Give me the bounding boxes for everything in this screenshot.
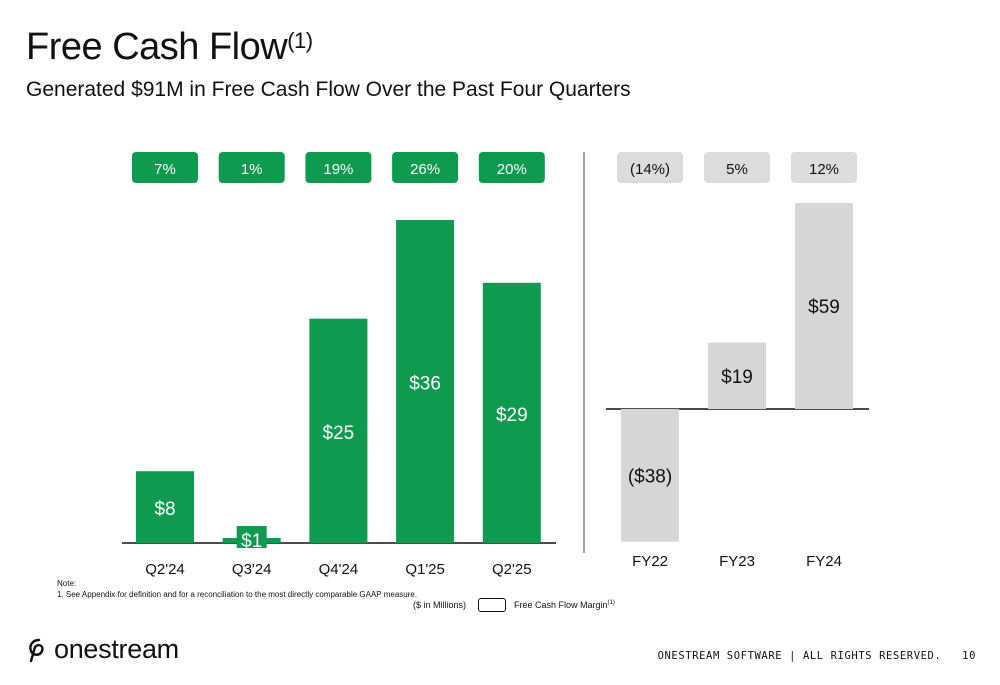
legend-margin-swatch — [478, 598, 507, 612]
annual-value-label-0: ($38) — [628, 466, 672, 487]
title-footnote-marker: (1) — [287, 28, 313, 53]
quarterly-value-label-2: $25 — [323, 423, 355, 444]
quarterly-margin-pill-4 — [478, 152, 545, 183]
logo-wordmark: onestream — [54, 634, 179, 664]
quarterly-margin-label-0: 7% — [154, 161, 176, 178]
quarterly-margin-pill-1 — [218, 152, 285, 183]
onestream-logo: onestream — [26, 634, 179, 665]
quarterly-value-label-1: $1 — [241, 531, 262, 552]
annual-margin-pill-1 — [704, 152, 770, 183]
legend-margin-label: Free Cash Flow Margin(1) — [514, 600, 615, 610]
footer: ONESTREAM SOFTWARE | ALL RIGHTS RESERVED… — [658, 650, 976, 662]
annual-bar-1 — [708, 342, 766, 409]
quarterly-margin-label-1: 1% — [241, 161, 263, 178]
quarterly-bar-3 — [396, 220, 455, 543]
quarterly-bar-4 — [482, 282, 541, 543]
quarterly-tick-label-3: Q1'25 — [405, 561, 445, 578]
quarterly-tick-label-0: Q2'24 — [145, 561, 185, 578]
quarterly-margin-label-2: 19% — [323, 161, 353, 178]
quarterly-value-label-4: $29 — [496, 405, 528, 426]
quarterly-value-label-3: $36 — [409, 374, 441, 395]
footnote-text: 1. See Appendix for definition and for a… — [57, 590, 418, 599]
units-label: ($ in Millions) — [413, 600, 467, 610]
annual-margin-label-0: (14%) — [630, 161, 670, 178]
quarterly-margin-label-3: 26% — [410, 161, 440, 178]
quarterly-tick-label-4: Q2'25 — [492, 561, 532, 578]
onestream-logo-icon — [29, 638, 44, 662]
quarterly-tick-label-1: Q3'24 — [232, 561, 272, 578]
quarterly-bar-0 — [136, 471, 194, 543]
footnote: Note: 1. See Appendix for definition and… — [57, 578, 417, 600]
annual-tick-label-0: FY22 — [632, 553, 668, 570]
quarterly-margin-label-4: 20% — [497, 161, 527, 178]
annual-margin-label-2: 12% — [809, 161, 839, 178]
annual-bar-2 — [795, 203, 853, 409]
legend: ($ in Millions) Free Cash Flow Margin(1) — [413, 598, 615, 612]
quarterly-value-label-bg-1 — [236, 526, 267, 548]
quarterly-margin-pill-2 — [305, 152, 372, 183]
page-number: 10 — [962, 650, 976, 662]
annual-margin-pill-0 — [617, 152, 683, 183]
footnote-heading: Note: — [57, 579, 77, 588]
annual-margin-label-1: 5% — [726, 161, 748, 178]
annual-tick-label-1: FY23 — [719, 553, 755, 570]
quarterly-value-label-0: $8 — [154, 499, 175, 520]
quarterly-tick-label-2: Q4'24 — [319, 561, 359, 578]
footer-copyright: ONESTREAM SOFTWARE | ALL RIGHTS RESERVED… — [657, 650, 942, 662]
annual-tick-label-2: FY24 — [806, 553, 842, 570]
page-title: Free Cash Flow(1) — [26, 26, 313, 68]
quarterly-margin-pill-3 — [392, 152, 459, 183]
annual-bar-0 — [621, 409, 679, 542]
page-subtitle: Generated $91M in Free Cash Flow Over th… — [26, 78, 631, 101]
annual-margin-pill-2 — [791, 152, 857, 183]
annual-value-label-2: $59 — [808, 297, 840, 318]
annual-value-label-1: $19 — [721, 367, 753, 388]
quarterly-bar-2 — [309, 318, 368, 543]
quarterly-margin-pill-0 — [132, 152, 198, 183]
